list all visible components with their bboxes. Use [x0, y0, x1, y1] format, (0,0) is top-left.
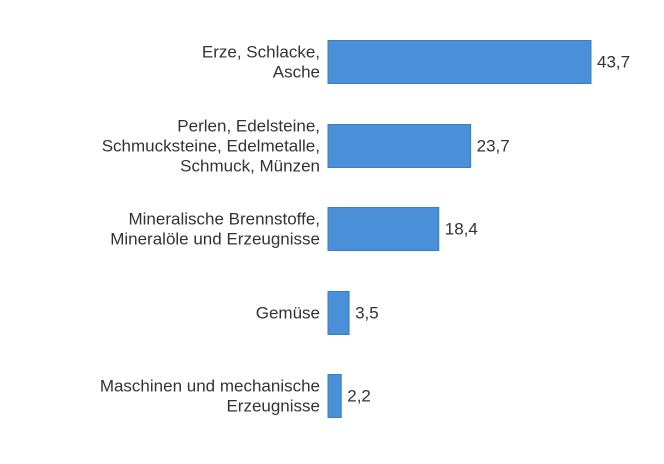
category-label-1-line-0: Perlen, Edelsteine, — [177, 117, 320, 136]
category-label-0-line-1: Asche — [273, 63, 320, 82]
bar-0 — [327, 40, 592, 84]
value-labels-group: 43,7 23,7 18,4 3,5 2,2 — [347, 53, 630, 406]
category-label-0-line-0: Erze, Schlacke, — [202, 43, 320, 62]
value-label-4: 2,2 — [347, 387, 371, 406]
value-label-3: 3,5 — [355, 304, 379, 323]
category-label-4-line-1: Erzeugnisse — [226, 397, 320, 416]
category-label-4-line-0: Maschinen und mechanische — [100, 377, 320, 396]
bar-1 — [327, 124, 472, 168]
category-label-1-line-1: Schmucksteine, Edelmetalle, — [102, 137, 320, 156]
value-label-2: 18,4 — [445, 220, 478, 239]
category-label-3-line-0: Gemüse — [256, 304, 320, 323]
bar-2 — [327, 207, 440, 251]
value-label-1: 23,7 — [477, 137, 510, 156]
category-label-2-line-1: Mineralöle und Erzeugnisse — [110, 230, 320, 249]
bar-4 — [327, 374, 342, 418]
bar-3 — [327, 291, 350, 335]
value-label-0: 43,7 — [597, 53, 630, 72]
category-label-2-line-0: Mineralische Brennstoffe, — [128, 210, 320, 229]
bars-group — [327, 40, 592, 418]
category-label-1-line-2: Schmuck, Münzen — [180, 157, 320, 176]
